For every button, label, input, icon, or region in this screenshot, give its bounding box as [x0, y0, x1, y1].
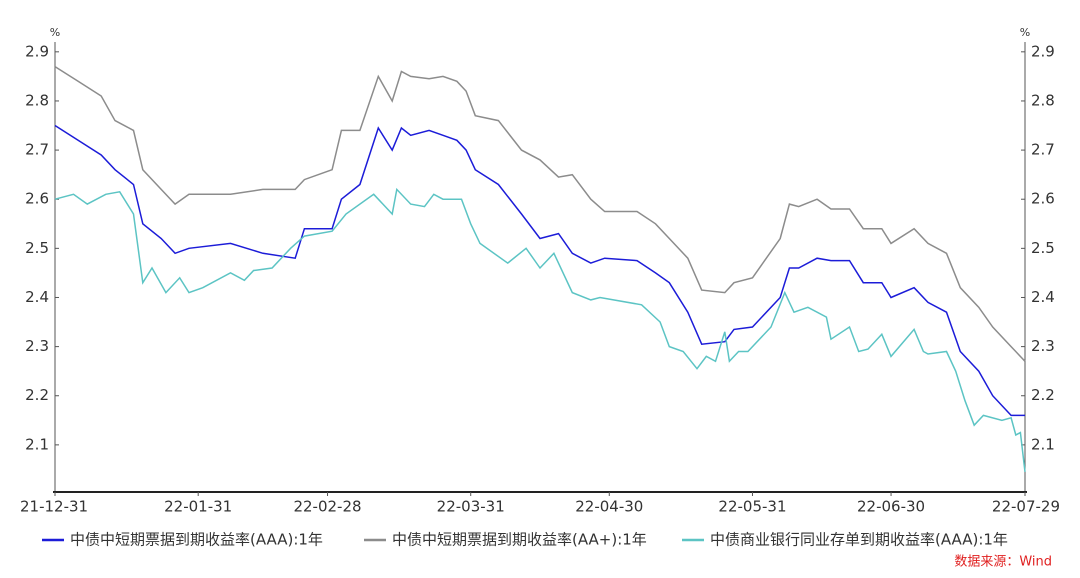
y-tick-label: 2.1 — [25, 435, 49, 453]
series-line — [54, 187, 1026, 472]
series-line — [54, 65, 1026, 362]
x-tick-label: 22-02-28 — [293, 498, 361, 516]
x-tick-label: 22-06-30 — [857, 498, 925, 516]
x-tick-label: 22-05-31 — [718, 498, 786, 516]
y-tick-label: 2.4 — [25, 288, 49, 306]
series-line — [54, 124, 1025, 417]
legend-label: 中债中短期票据到期收益率(AAA):1年 — [70, 531, 323, 549]
y2-tick-label: 2.9 — [1031, 42, 1055, 60]
y-tick-label: 2.5 — [25, 239, 49, 257]
y2-tick-label: 2.5 — [1031, 239, 1055, 257]
y-tick-label: 2.2 — [25, 386, 49, 404]
y-tick-label: 2.3 — [25, 337, 49, 355]
source-note: 数据来源：Wind — [954, 555, 1052, 570]
x-tick-label: 22-03-31 — [437, 498, 505, 516]
legend-label: 中债商业银行同业存单到期收益率(AAA):1年 — [710, 531, 1008, 549]
y2-tick-label: 2.8 — [1031, 91, 1055, 109]
y2-tick-label: 2.6 — [1031, 190, 1055, 208]
x-tick-label: 22-04-30 — [575, 498, 643, 516]
x-tick-label: 21-12-31 — [20, 498, 88, 516]
y2-unit: % — [1020, 26, 1030, 39]
y2-tick-label: 2.1 — [1031, 435, 1055, 453]
y2-tick-label: 2.7 — [1031, 141, 1055, 159]
x-tick-label: 22-01-31 — [164, 498, 232, 516]
y2-tick-label: 2.2 — [1031, 386, 1055, 404]
y-tick-label: 2.6 — [25, 190, 49, 208]
y2-tick-label: 2.4 — [1031, 288, 1055, 306]
y-tick-label: 2.8 — [25, 91, 49, 109]
y-unit: % — [50, 26, 60, 39]
y-tick-label: 2.7 — [25, 141, 49, 159]
x-tick-label: 22-07-29 — [992, 498, 1060, 516]
legend-label: 中债中短期票据到期收益率(AA+):1年 — [392, 531, 647, 549]
y-tick-label: 2.9 — [25, 42, 49, 60]
y2-tick-label: 2.3 — [1031, 337, 1055, 355]
